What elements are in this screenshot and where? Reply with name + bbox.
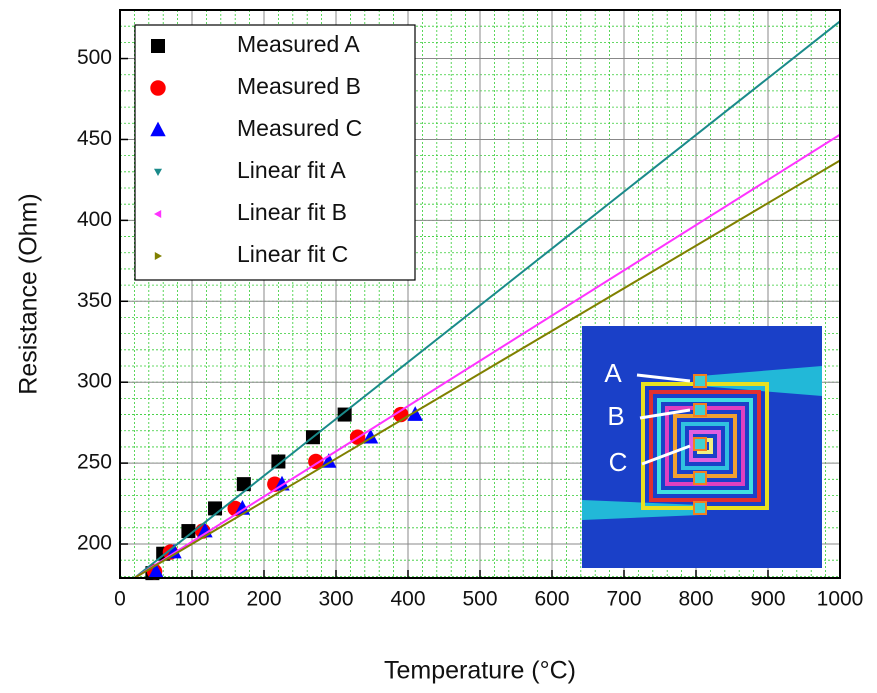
y-tick-label: 200 [77, 532, 112, 555]
marker [151, 39, 165, 53]
marker [338, 408, 352, 422]
legend-label: Linear fit C [237, 241, 348, 267]
y-tick-label: 300 [77, 370, 112, 393]
x-tick-label: 300 [318, 588, 353, 611]
legend-label: Measured B [237, 73, 361, 99]
legend-label: Linear fit B [237, 199, 347, 225]
legend-label: Measured A [237, 31, 360, 57]
inset-image: ABC [582, 326, 822, 568]
x-tick-label: 1000 [817, 588, 864, 611]
inset-label: B [607, 401, 624, 431]
x-tick-label: 700 [606, 588, 641, 611]
legend-label: Linear fit A [237, 157, 346, 183]
inset-label: C [609, 447, 628, 477]
inset-pad [694, 375, 706, 387]
x-tick-label: 800 [678, 588, 713, 611]
y-tick-label: 400 [77, 208, 112, 231]
marker [150, 80, 165, 95]
x-tick-label: 0 [114, 588, 126, 611]
x-tick-label: 500 [462, 588, 497, 611]
y-tick-label: 450 [77, 127, 112, 150]
inset-label: A [604, 358, 622, 388]
y-tick-label: 250 [77, 451, 112, 474]
y-tick-label: 350 [77, 289, 112, 312]
x-tick-label: 900 [750, 588, 785, 611]
y-tick-label: 500 [77, 46, 112, 69]
legend-label: Measured C [237, 115, 362, 141]
page: {"chart_data": {"type": "scatter", "x_la… [0, 0, 877, 693]
x-tick-label: 400 [390, 588, 425, 611]
x-tick-label: 200 [246, 588, 281, 611]
inset-pad [694, 502, 706, 514]
y-axis-title: Resistance (Ohm) [15, 193, 43, 394]
x-axis-title: Temperature (°C) [384, 657, 576, 685]
x-tick-label: 600 [534, 588, 569, 611]
chart: Temperature (°C) Resistance (Ohm) 0 100 20… [0, 0, 877, 693]
x-tick-label: 100 [174, 588, 209, 611]
inset-pad [694, 404, 706, 416]
inset-pad [694, 472, 706, 484]
inset-pad [694, 438, 706, 450]
